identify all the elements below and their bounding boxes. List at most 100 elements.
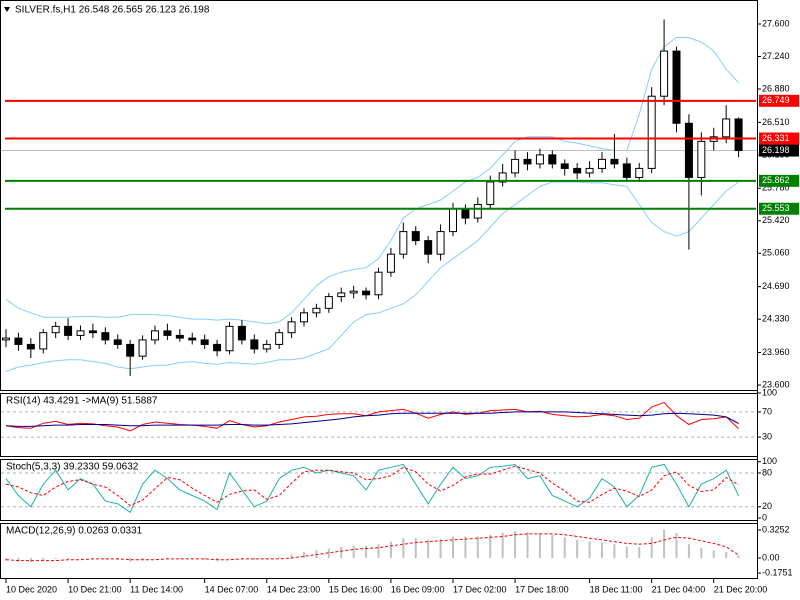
x-tick-label: 10 Dec 21:00 <box>68 584 122 594</box>
candle-body <box>200 339 209 345</box>
y-tick-label: 0 <box>762 512 767 522</box>
candle-body <box>486 181 495 206</box>
menu-triangle[interactable] <box>4 7 10 12</box>
histogram-bar <box>178 557 181 559</box>
candle-body <box>250 339 259 350</box>
candle-body <box>175 334 184 339</box>
histogram-bar <box>389 541 392 558</box>
histogram-bar <box>240 557 243 559</box>
candle-body <box>324 296 333 309</box>
candle-body <box>436 231 445 255</box>
y-tick-label: 23.960 <box>762 347 790 357</box>
x-tick-label: 17 Dec 02:00 <box>453 584 507 594</box>
level-label-box <box>759 94 799 107</box>
histogram-bar <box>712 550 715 558</box>
candle-body <box>424 240 433 255</box>
candle-body <box>225 325 234 352</box>
candle-body <box>275 332 284 345</box>
candle-body <box>113 339 122 345</box>
candle-body <box>151 330 159 341</box>
candle-body <box>498 172 507 183</box>
candle-body <box>287 321 296 334</box>
last-price-box <box>759 144 799 157</box>
histogram-bar <box>129 557 132 562</box>
candle-body <box>622 163 631 178</box>
histogram-bar <box>42 557 45 561</box>
y-tick-label: -0.1751 <box>762 567 793 577</box>
y-tick-label: 80 <box>762 467 772 477</box>
histogram-bar <box>663 529 666 558</box>
level-label-box <box>759 202 799 215</box>
candle-body <box>374 271 383 296</box>
histogram-bar <box>141 557 144 560</box>
x-tick-label: 14 Dec 07:00 <box>205 584 259 594</box>
candle-body <box>511 158 520 174</box>
y-tick-label: 20 <box>762 501 772 511</box>
y-tick-label: 25.060 <box>762 248 790 258</box>
x-tick-label: 16 Dec 09:00 <box>391 584 445 594</box>
candle-body <box>722 118 731 138</box>
indicator-title: MACD(12,26,9) 0.0263 0.0331 <box>6 526 143 537</box>
histogram-bar <box>91 557 94 559</box>
candle-body <box>411 231 420 242</box>
histogram-bar <box>650 537 653 558</box>
histogram-bar <box>104 557 107 559</box>
candle-body <box>697 140 706 178</box>
candle-body <box>535 154 544 165</box>
x-tick-label: 10 Dec 2020 <box>6 584 57 594</box>
histogram-bar <box>675 533 678 558</box>
x-tick-label: 15 Dec 16:00 <box>329 584 383 594</box>
histogram-bar <box>54 557 57 559</box>
candle-body <box>337 292 346 298</box>
candle-body <box>312 307 321 314</box>
histogram-bar <box>601 542 603 558</box>
candle-body <box>548 154 557 165</box>
y-tick-label: 26.510 <box>762 117 790 127</box>
candle-body <box>349 290 358 294</box>
candle-body <box>51 325 60 334</box>
x-tick-label: 21 Dec 20:00 <box>714 584 768 594</box>
candle-body <box>126 343 135 357</box>
candle-body <box>473 204 482 219</box>
histogram-bar <box>501 533 504 558</box>
histogram-bar <box>17 557 20 562</box>
candle-body <box>300 312 308 323</box>
candle-body <box>362 290 371 296</box>
level-label: 25.862 <box>762 175 790 185</box>
histogram-bar <box>427 539 430 558</box>
histogram-bar <box>625 546 628 558</box>
histogram-bar <box>377 544 380 558</box>
histogram-bar <box>514 531 517 558</box>
bollinger-band <box>5 181 739 372</box>
histogram-bar <box>551 534 554 558</box>
histogram-bar <box>476 536 479 558</box>
indicator-title: Stoch(5,3,3) 39.2330 59.0632 <box>6 462 139 473</box>
y-tick-label: 23.600 <box>762 379 790 389</box>
candle-body <box>635 167 644 178</box>
histogram-bar <box>452 536 454 558</box>
histogram-bar <box>67 557 70 559</box>
histogram-bar <box>166 557 169 559</box>
y-tick-label: 27.600 <box>762 18 790 28</box>
histogram-bar <box>228 557 231 559</box>
x-tick-label: 14 Dec 23:00 <box>267 584 321 594</box>
y-tick-label: 25.420 <box>762 215 790 225</box>
histogram-bar <box>613 544 616 558</box>
candle-body <box>76 330 85 336</box>
histogram-bar <box>563 537 566 558</box>
histogram-bar <box>29 557 32 563</box>
candle-body <box>188 337 197 341</box>
histogram-bar <box>5 557 7 561</box>
candle-body <box>39 332 48 350</box>
y-tick-label: 70 <box>762 406 772 416</box>
candle-body <box>647 95 656 169</box>
y-tick-label: 24.330 <box>762 314 790 324</box>
candle-body <box>2 337 10 341</box>
y-tick-label: 24.690 <box>762 281 790 291</box>
histogram-bar <box>290 554 293 558</box>
candle-body <box>262 343 271 350</box>
y-tick-label: 30 <box>762 431 772 441</box>
histogram-bar <box>327 548 330 558</box>
